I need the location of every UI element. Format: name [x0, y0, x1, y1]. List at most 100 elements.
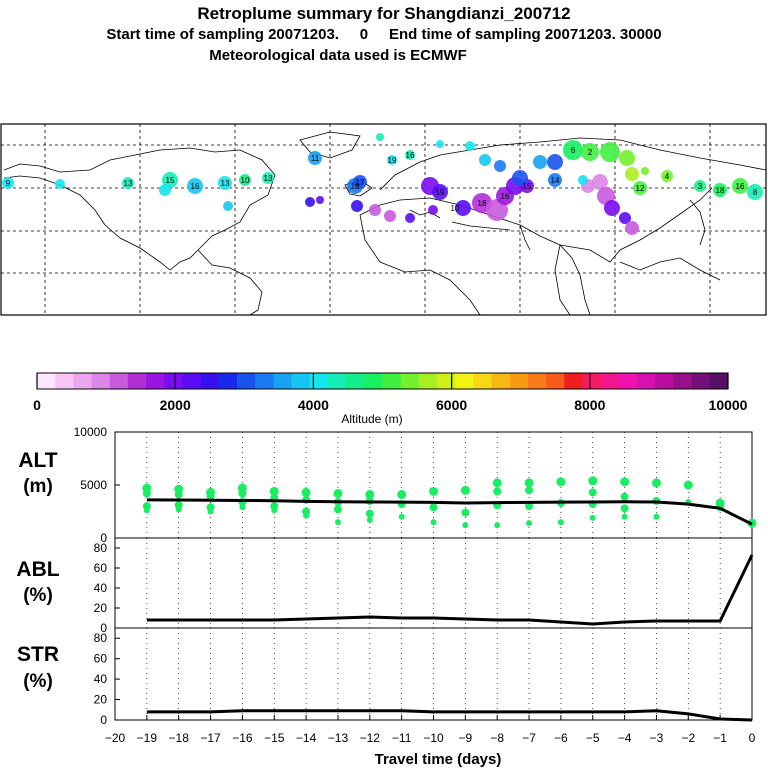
- altitude-point: [239, 504, 246, 511]
- colorbar-swatch: [127, 373, 147, 389]
- plume-cluster: [604, 200, 620, 216]
- colorbar-swatch: [327, 373, 347, 389]
- x-tick-label: −13: [328, 731, 349, 745]
- altitude-point: [651, 478, 661, 488]
- plume-cluster: [262, 172, 274, 184]
- altitude-point: [526, 520, 533, 527]
- altitude-point: [269, 486, 279, 496]
- coastlines: [3, 131, 767, 316]
- plume-cluster: [384, 210, 396, 222]
- plume-cluster: [436, 140, 444, 148]
- y-tick-label: 10000: [74, 425, 108, 439]
- plume-cluster: [405, 150, 415, 160]
- y-tick-label: 0: [100, 621, 107, 635]
- plume-cluster: [625, 221, 639, 235]
- cluster-label: 13: [221, 179, 230, 188]
- altitude-point: [461, 508, 470, 517]
- colorbar-swatch: [564, 373, 584, 389]
- altitude-point: [620, 477, 630, 487]
- plume-cluster: [512, 170, 528, 186]
- x-tick-label: −9: [459, 731, 473, 745]
- x-tick-label: 0: [749, 731, 756, 745]
- plume-cluster: [308, 151, 322, 165]
- altitude-point: [174, 501, 183, 510]
- cluster-label: 10: [451, 204, 460, 213]
- altitude-point: [462, 522, 469, 529]
- cluster-label: 16: [501, 192, 510, 201]
- y-tick-label: 40: [94, 672, 108, 686]
- plume-cluster: [353, 175, 367, 189]
- altitude-point: [429, 486, 438, 496]
- colorbar-tick-label: 0: [33, 397, 41, 413]
- panel-alt: 10000 5000 0 ALT (m): [18, 425, 757, 545]
- plume-cluster: [432, 184, 448, 200]
- plume-cluster: [465, 141, 475, 151]
- plume-cluster: [592, 174, 608, 190]
- colorbar-swatch: [364, 373, 383, 389]
- plume-cluster: [732, 178, 748, 194]
- colorbar-swatch: [600, 373, 620, 389]
- cluster-label: 10: [241, 176, 250, 185]
- plume-cluster: [548, 173, 562, 187]
- altitude-point: [398, 513, 405, 520]
- cluster-label: 18: [716, 186, 725, 195]
- plume-cluster: [547, 154, 563, 170]
- altitude-point: [333, 488, 343, 498]
- altitude-point: [493, 487, 502, 496]
- altitude-point: [683, 480, 693, 490]
- plume-cluster: [305, 197, 315, 207]
- altitude-point: [588, 476, 598, 486]
- sampling-times: Start time of sampling 20071203. 0 End t…: [106, 26, 662, 43]
- plume-cluster: [428, 205, 438, 215]
- x-tick-label: −11: [392, 731, 412, 745]
- y-tick-label: 80: [94, 631, 108, 645]
- cluster-label: 15: [523, 182, 532, 191]
- plume-cluster: [581, 143, 599, 161]
- altitude-point: [206, 503, 215, 512]
- plume-cluster: [747, 184, 763, 200]
- altitude-point: [142, 489, 151, 498]
- altitude-point: [301, 487, 311, 497]
- plume-cluster: [351, 200, 363, 212]
- x-tick-label: −16: [232, 731, 253, 745]
- altitude-point: [365, 490, 375, 500]
- colorbar-swatch: [237, 373, 256, 389]
- colorbar-swatch: [200, 373, 220, 389]
- colorbar-tick-label: 4000: [298, 397, 329, 413]
- cluster-label: 9: [6, 179, 11, 188]
- colorbar-swatch: [109, 373, 129, 389]
- colorbar-label: Altitude (m): [341, 412, 402, 426]
- plume-cluster: [533, 155, 547, 169]
- x-tick-label: −15: [264, 731, 285, 745]
- altitude-point: [142, 502, 151, 511]
- colorbar-swatch: [527, 373, 547, 389]
- x-tick-label: −7: [522, 731, 536, 745]
- plume-cluster: [55, 179, 65, 189]
- altitude-point: [492, 478, 502, 488]
- colorbar-swatch: [164, 373, 183, 389]
- colorbar-swatch: [273, 373, 293, 389]
- plume-cluster: [2, 177, 14, 189]
- colorbar-swatch: [73, 373, 93, 389]
- colorbar-swatch: [346, 373, 365, 389]
- plume-cluster: [405, 213, 415, 223]
- colorbar-swatch: [55, 373, 74, 389]
- x-tick-label: −17: [200, 731, 221, 745]
- cluster-label: 13: [124, 179, 133, 188]
- colorbar-swatch: [400, 373, 420, 389]
- cluster-label: 16: [191, 182, 200, 191]
- colorbar-swatch: [655, 373, 674, 389]
- coastline: [451, 221, 511, 231]
- coastline: [559, 187, 713, 263]
- x-tick-label: −20: [105, 731, 126, 745]
- altitude-point: [588, 488, 597, 497]
- x-tick-label: −6: [554, 731, 568, 745]
- plume-cluster: [625, 167, 639, 181]
- altitude-point: [460, 485, 470, 495]
- cluster-label: 18: [478, 199, 487, 208]
- colorbar-swatch: [455, 373, 474, 389]
- altitude-point: [620, 492, 629, 501]
- panel-label-unit: (%): [23, 671, 53, 692]
